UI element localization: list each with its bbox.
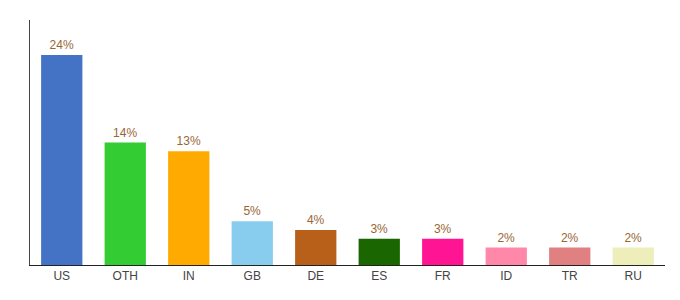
- svg-text:ID: ID: [500, 269, 512, 283]
- svg-text:TR: TR: [562, 269, 578, 283]
- svg-text:13%: 13%: [177, 134, 201, 148]
- svg-text:US: US: [53, 269, 70, 283]
- svg-text:5%: 5%: [243, 204, 261, 218]
- svg-text:2%: 2%: [497, 231, 515, 245]
- svg-text:24%: 24%: [50, 38, 74, 52]
- svg-text:14%: 14%: [113, 126, 137, 140]
- svg-text:ES: ES: [371, 269, 387, 283]
- svg-text:2%: 2%: [624, 231, 642, 245]
- svg-text:4%: 4%: [307, 213, 325, 227]
- svg-text:OTH: OTH: [113, 269, 138, 283]
- svg-text:DE: DE: [307, 269, 324, 283]
- svg-text:2%: 2%: [561, 231, 579, 245]
- svg-text:IN: IN: [183, 269, 195, 283]
- svg-text:FR: FR: [435, 269, 451, 283]
- svg-text:3%: 3%: [370, 222, 388, 236]
- svg-text:GB: GB: [244, 269, 261, 283]
- svg-text:3%: 3%: [434, 222, 452, 236]
- svg-text:RU: RU: [625, 269, 642, 283]
